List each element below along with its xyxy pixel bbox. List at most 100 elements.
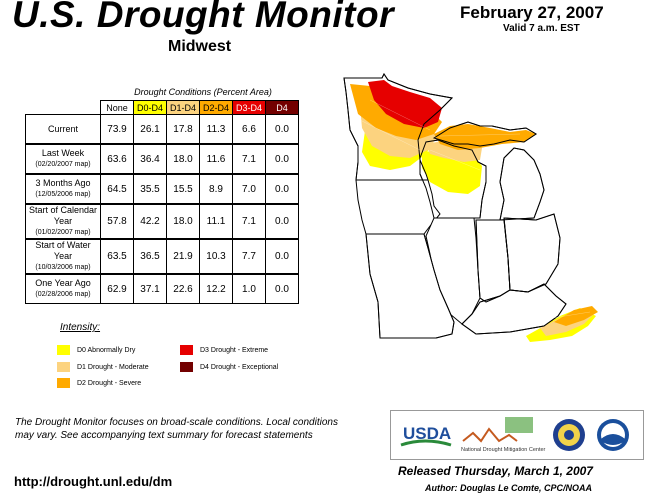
table-cell: 42.2 — [133, 203, 167, 240]
table-cell: 17.8 — [166, 114, 200, 145]
row-label: 3 Months Ago (12/05/2006 map) — [25, 173, 101, 205]
table-cell: 63.5 — [100, 238, 134, 275]
midwest-drought-map — [343, 73, 598, 342]
table-cell: 18.0 — [166, 203, 200, 240]
table-cell: 10.3 — [199, 238, 233, 275]
row-label-text: Start of Calendar Year — [28, 205, 98, 226]
state-ohio — [503, 213, 561, 293]
partner-logos: USDA National Drought Mitigation Center — [390, 410, 644, 460]
author-credit: Author: Douglas Le Comte, CPC/NOAA — [425, 483, 593, 493]
county-lines — [359, 99, 591, 321]
usda-logo-icon: USDA — [400, 421, 452, 447]
row-label: Start of Water Year (10/03/2006 map) — [25, 238, 101, 275]
table-cell: 0.0 — [265, 114, 299, 145]
legend-item: D0 Abnormally Dry — [57, 345, 135, 355]
table-cell: 64.5 — [100, 173, 134, 205]
table-cell: 22.6 — [166, 273, 200, 304]
ndmc-logo-icon: National Drought Mitigation Center — [461, 417, 546, 453]
table-cell: 18.0 — [166, 143, 200, 175]
table-row: Start of Calendar Year (01/02/2007 map) 57… — [25, 203, 299, 240]
column-header-d1-d4: D1-D4 — [166, 100, 200, 115]
table-cell: 11.1 — [199, 203, 233, 240]
ndmc-logo-text: National Drought Mitigation Center — [461, 447, 546, 453]
column-header-d2-d4: D2-D4 — [199, 100, 233, 115]
header-corner — [26, 101, 101, 115]
table-cell: 0.0 — [265, 238, 299, 275]
column-header-d0-d4: D0-D4 — [133, 100, 167, 115]
drought-d3-layer — [368, 80, 442, 128]
drought-conditions-table: None D0-D4 D1-D4 D2-D4 D3-D4 D4 Current 73.9 26… — [25, 100, 299, 304]
legend-swatch — [57, 345, 70, 355]
usda-logo-text: USDA — [403, 424, 451, 443]
row-label-text: Current — [47, 123, 78, 134]
commerce-seal-icon — [553, 419, 585, 451]
legend-swatch — [57, 362, 70, 372]
row-label-text: One Year Ago — [35, 278, 91, 288]
table-cell: 35.5 — [133, 173, 167, 205]
release-date: Released Thursday, March 1, 2007 — [398, 464, 593, 478]
map-title: U.S. Drought Monitor — [12, 0, 394, 35]
table-cell: 0.0 — [265, 273, 299, 304]
table-cell: 8.9 — [199, 173, 233, 205]
table-body: Current 73.9 26.1 17.8 11.3 6.6 0.0 Last Week (0… — [25, 114, 299, 304]
table-cell: 57.8 — [100, 203, 134, 240]
row-label-date: (02/28/2006 map) — [35, 291, 91, 298]
column-header-none: None — [100, 100, 134, 115]
row-label-text: Last Week — [41, 148, 85, 158]
state-iowa — [355, 179, 441, 235]
table-header-row: None D0-D4 D1-D4 D2-D4 D3-D4 D4 — [26, 100, 299, 115]
row-label-text: Start of Water Year — [35, 240, 91, 261]
row-label: Start of Calendar Year (01/02/2007 map) — [25, 203, 101, 240]
table-cell: 73.9 — [100, 114, 134, 145]
legend-label: D4 Drought - Exceptional — [200, 363, 279, 371]
legend-item: D2 Drought - Severe — [57, 378, 141, 388]
legend-label: D2 Drought - Severe — [77, 379, 142, 387]
table-cell: 63.6 — [100, 143, 134, 175]
table-cell: 7.7 — [232, 238, 266, 275]
noaa-logo-icon — [597, 419, 629, 451]
region-name: Midwest — [168, 38, 232, 55]
table-cell: 11.6 — [199, 143, 233, 175]
legend-swatch — [57, 378, 70, 388]
table-row: One Year Ago (02/28/2006 map) 62.9 37.1 22.6… — [25, 273, 299, 304]
column-header-d3-d4: D3-D4 — [232, 100, 266, 115]
row-label-date: (12/05/2006 map) — [35, 191, 91, 198]
disclaimer-note: The Drought Monitor focuses on broad-sca… — [15, 417, 338, 441]
table-row: Last Week (02/20/2007 map) 63.6 36.4 18.0 11.… — [25, 143, 299, 175]
legend-label: D1 Drought - Moderate — [77, 363, 149, 371]
legend-swatch — [180, 345, 193, 355]
table-cell: 1.0 — [232, 273, 266, 304]
table-cell: 6.6 — [232, 114, 266, 145]
table-cell: 36.4 — [133, 143, 167, 175]
table-cell: 0.0 — [265, 143, 299, 175]
legend-item: D4 Drought - Exceptional — [180, 362, 278, 372]
legend-title: Intensity: — [60, 322, 101, 333]
table-cell: 26.1 — [133, 114, 167, 145]
row-label-date: (02/20/2007 map) — [35, 161, 91, 168]
row-label: One Year Ago (02/28/2006 map) — [25, 273, 101, 304]
table-row: 3 Months Ago (12/05/2006 map) 64.5 35.5 15.5… — [25, 173, 299, 205]
legend-item: D1 Drought - Moderate — [57, 362, 149, 372]
map-date: February 27, 2007 — [460, 3, 604, 22]
row-label-date: (10/03/2006 map) — [35, 264, 91, 271]
table-cell: 7.1 — [232, 143, 266, 175]
table-row: Current 73.9 26.1 17.8 11.3 6.6 0.0 — [25, 114, 299, 145]
legend-swatch — [180, 362, 193, 372]
table-cell: 0.0 — [265, 173, 299, 205]
legend-label: D3 Drought - Extreme — [200, 346, 269, 354]
table-cell: 12.2 — [199, 273, 233, 304]
table-cell: 36.5 — [133, 238, 167, 275]
valid-time: Valid 7 a.m. EST — [503, 23, 580, 34]
table-cell: 7.0 — [232, 173, 266, 205]
website-link[interactable]: http://drought.unl.edu/dm — [14, 474, 173, 489]
table-cell: 11.3 — [199, 114, 233, 145]
table-cell: 0.0 — [265, 203, 299, 240]
legend-item: D3 Drought - Extreme — [180, 345, 268, 355]
row-label: Last Week (02/20/2007 map) — [25, 143, 101, 175]
table-cell: 21.9 — [166, 238, 200, 275]
table-cell: 62.9 — [100, 273, 134, 304]
row-label-text: 3 Months Ago — [35, 178, 91, 188]
table-cell: 15.5 — [166, 173, 200, 205]
state-outline-layer — [343, 73, 567, 339]
table-cell: 37.1 — [133, 273, 167, 304]
